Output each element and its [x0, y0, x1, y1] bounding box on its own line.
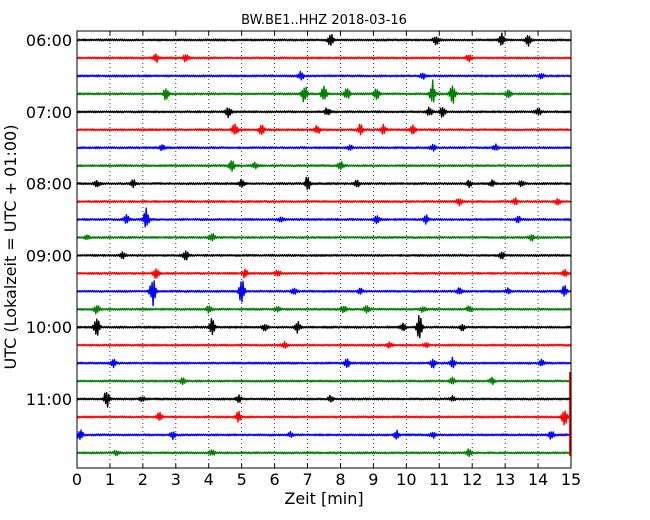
y-tick-label: 06:00	[26, 31, 72, 50]
x-tick-label: 5	[237, 470, 247, 489]
x-axis-ticks: 0 1 2 3 4 5 6 7 8 9 10 11 12 13 14 15	[72, 31, 581, 489]
trace-0730	[76, 143, 572, 152]
trace-1115	[76, 410, 572, 426]
grid-lines	[109, 31, 539, 468]
trace-0600	[76, 32, 572, 47]
x-tick-label: 14	[528, 470, 548, 489]
x-axis-label: Zeit [min]	[284, 489, 363, 508]
trace-0630	[76, 70, 572, 81]
y-axis-ticks: 06:00 07:00 08:00 09:00 10:00 11:00	[26, 31, 571, 409]
y-tick-label: 11:00	[26, 390, 72, 409]
trace-0930	[76, 280, 572, 307]
y-tick-label: 10:00	[26, 318, 72, 337]
x-tick-label: 0	[72, 470, 82, 489]
x-tick-label: 4	[204, 470, 214, 489]
x-tick-label: 6	[270, 470, 280, 489]
seismogram-traces	[76, 32, 572, 458]
x-tick-label: 3	[171, 470, 181, 489]
x-tick-label: 12	[462, 470, 482, 489]
trace-0800	[76, 176, 572, 190]
trace-0815	[76, 197, 572, 207]
trace-1045	[76, 376, 572, 386]
trace-1145	[76, 448, 572, 458]
trace-0945	[76, 305, 572, 315]
trace-0830	[76, 207, 572, 228]
trace-0745	[76, 160, 572, 172]
trace-0845	[76, 233, 572, 242]
trace-0900	[76, 250, 572, 261]
trace-0615	[76, 53, 572, 63]
x-tick-label: 9	[368, 470, 378, 489]
trace-1030	[76, 356, 572, 369]
y-tick-label: 07:00	[26, 103, 72, 122]
y-tick-label: 09:00	[26, 246, 72, 265]
trace-1130	[76, 429, 572, 441]
x-tick-label: 1	[105, 470, 115, 489]
trace-0715	[76, 123, 572, 136]
y-tick-label: 08:00	[26, 175, 72, 194]
x-tick-label: 11	[429, 470, 449, 489]
x-tick-label: 15	[561, 470, 581, 489]
chart-title: BW.BE1..HHZ 2018-03-16	[241, 13, 407, 28]
y-axis-label: UTC (Lokalzeit = UTC + 01:00)	[1, 125, 20, 370]
x-tick-label: 2	[138, 470, 148, 489]
plot-frame	[76, 30, 572, 469]
x-tick-label: 10	[396, 470, 416, 489]
trace-1000	[76, 315, 572, 339]
x-tick-label: 8	[335, 470, 345, 489]
trace-1100	[76, 392, 572, 408]
x-tick-label: 7	[302, 470, 312, 489]
trace-0700	[76, 106, 572, 119]
trace-0915	[76, 268, 572, 279]
trace-0645	[76, 79, 572, 104]
trace-1015	[76, 340, 572, 349]
x-tick-label: 13	[495, 470, 515, 489]
